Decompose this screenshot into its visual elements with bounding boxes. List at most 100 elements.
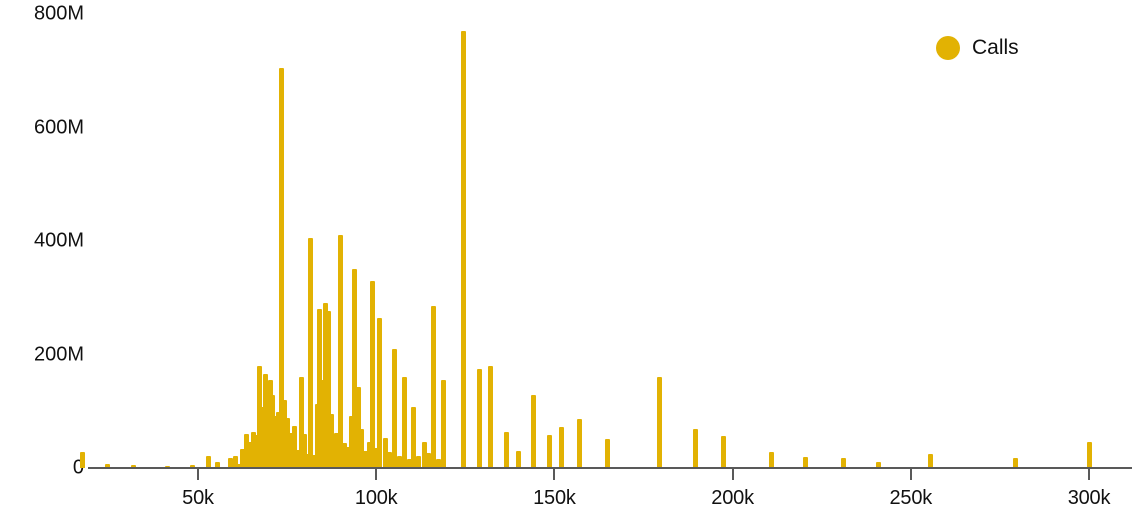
bar[interactable] [278, 67, 284, 468]
bar[interactable] [288, 432, 294, 468]
bar[interactable] [487, 365, 493, 468]
bar[interactable] [284, 418, 290, 468]
bar[interactable] [396, 455, 402, 468]
chart-legend[interactable]: Calls [936, 36, 1019, 60]
plot-area [79, 0, 1132, 468]
bar[interactable] [461, 31, 467, 468]
bar[interactable] [436, 458, 442, 468]
bar[interactable] [363, 450, 368, 468]
y-axis-tick-label: 200M [33, 343, 84, 365]
bar[interactable] [370, 280, 376, 468]
bar[interactable] [840, 458, 846, 468]
bar[interactable] [416, 455, 422, 468]
bar[interactable] [331, 436, 337, 468]
bar[interactable] [692, 429, 698, 468]
bar[interactable] [317, 309, 323, 468]
bar[interactable] [104, 464, 110, 468]
bar[interactable] [215, 462, 221, 468]
bar[interactable] [430, 305, 436, 468]
bar[interactable] [530, 395, 536, 468]
bar[interactable] [320, 380, 326, 468]
x-axis-tick-mark [553, 469, 556, 480]
bar[interactable] [546, 435, 552, 468]
bar[interactable] [328, 414, 334, 468]
x-axis-line [88, 467, 1132, 469]
bar[interactable] [803, 456, 809, 468]
bar[interactable] [259, 407, 265, 468]
bar[interactable] [366, 442, 372, 468]
bar[interactable] [232, 455, 238, 468]
bar[interactable] [359, 429, 365, 468]
bar[interactable] [426, 453, 432, 468]
bar[interactable] [264, 433, 270, 468]
bar[interactable] [477, 368, 483, 468]
bar[interactable] [308, 238, 314, 468]
bar[interactable] [348, 415, 354, 468]
y-axis-tick-label: 0 [72, 456, 84, 479]
bar[interactable] [206, 455, 212, 468]
bar[interactable] [657, 377, 663, 468]
bar[interactable] [276, 412, 282, 468]
bar[interactable] [516, 450, 522, 468]
bar[interactable] [382, 437, 388, 468]
bar[interactable] [298, 377, 304, 468]
bar[interactable] [281, 399, 287, 468]
bar[interactable] [876, 461, 882, 468]
x-axis-tick-label: 150k [533, 487, 576, 509]
bar[interactable] [927, 453, 933, 468]
y-axis-tick-label: 800M [33, 2, 84, 25]
bar[interactable] [576, 419, 582, 468]
bar[interactable] [441, 380, 447, 468]
bar[interactable] [411, 406, 417, 468]
bar[interactable] [391, 348, 397, 468]
bar[interactable] [131, 465, 137, 468]
bar[interactable] [262, 373, 268, 468]
bar[interactable] [338, 235, 344, 468]
bar[interactable] [352, 269, 358, 468]
x-axis-tick-label: 200k [711, 487, 754, 509]
bar[interactable] [250, 431, 256, 468]
bar[interactable] [79, 451, 85, 468]
bar[interactable] [1086, 441, 1092, 468]
bar[interactable] [421, 441, 427, 468]
bar[interactable] [314, 404, 320, 468]
bar[interactable] [355, 387, 361, 468]
bar[interactable] [387, 452, 393, 468]
bar[interactable] [769, 452, 775, 468]
bar[interactable] [406, 458, 412, 468]
bar[interactable] [345, 447, 351, 468]
bar[interactable] [270, 395, 276, 468]
bar[interactable] [273, 415, 279, 468]
bar[interactable] [334, 432, 340, 468]
bar[interactable] [243, 433, 249, 468]
x-axis-tick-label: 50k [182, 487, 214, 509]
bar[interactable] [254, 434, 260, 468]
bar[interactable] [240, 449, 246, 468]
bar[interactable] [190, 464, 196, 468]
bar[interactable] [721, 435, 727, 468]
bar[interactable] [291, 426, 297, 468]
x-axis-tick-label: 100k [354, 487, 398, 509]
bar[interactable] [559, 427, 565, 468]
bar[interactable] [373, 448, 379, 468]
x-axis-tick-label: 250k [889, 487, 933, 509]
bar[interactable] [302, 433, 308, 468]
y-axis-tick-label: 600M [33, 116, 84, 138]
bar[interactable] [227, 457, 233, 468]
bar[interactable] [236, 464, 242, 468]
bar[interactable] [295, 449, 301, 468]
bar[interactable] [247, 441, 253, 468]
bar[interactable] [605, 438, 611, 468]
x-axis-tick-mark [375, 469, 378, 480]
bar[interactable] [1013, 457, 1019, 468]
bar[interactable] [323, 303, 329, 468]
bar[interactable] [341, 443, 347, 468]
x-axis-tick-mark [731, 469, 734, 480]
bar[interactable] [325, 311, 331, 468]
bar[interactable] [377, 317, 383, 468]
bar[interactable] [305, 453, 311, 468]
bar[interactable] [402, 377, 408, 468]
bar[interactable] [311, 454, 317, 468]
bar[interactable] [503, 431, 509, 468]
